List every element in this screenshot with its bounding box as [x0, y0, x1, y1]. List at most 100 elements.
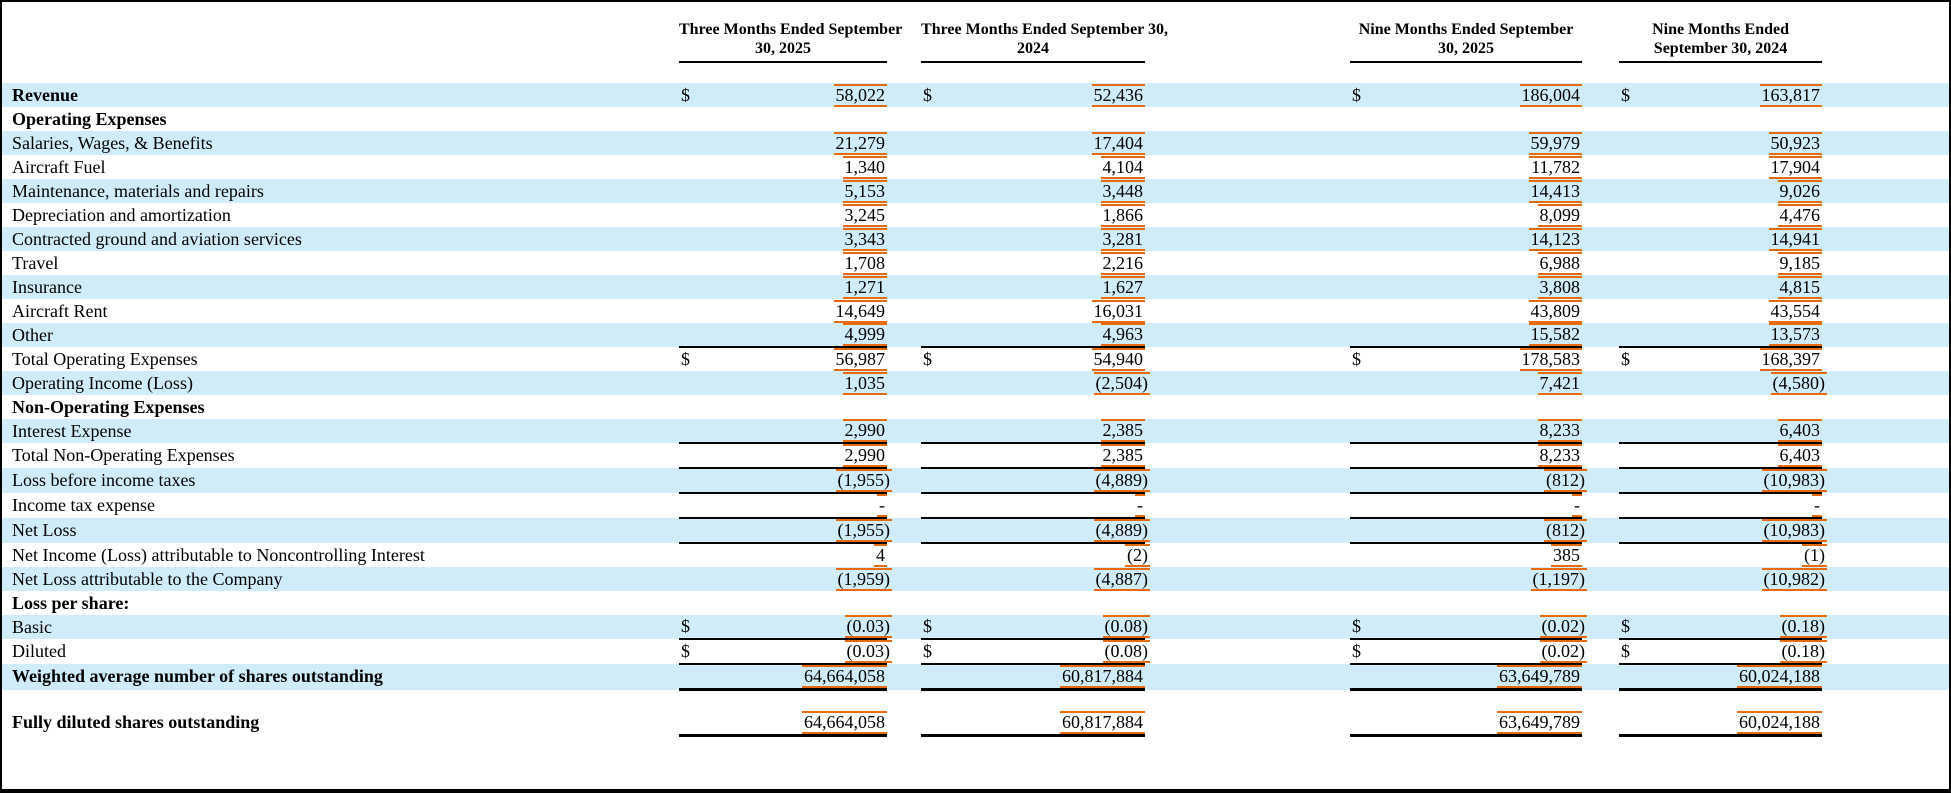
column-gap: [887, 107, 921, 131]
tagged-value: (0.03): [844, 615, 893, 638]
tagged-value: (0.08): [1102, 640, 1151, 663]
value-cell: 1,035: [723, 371, 888, 395]
table-row: Income tax expense - - - -: [2, 493, 1949, 519]
value-cell: (1,959): [723, 567, 893, 591]
dollar-sign-cell: [679, 591, 723, 615]
column-gap: [1582, 347, 1619, 371]
value-cell: (2): [965, 543, 1151, 567]
dollar-sign-cell: [1350, 179, 1394, 203]
column-gap: [887, 468, 921, 493]
right-margin: [1822, 493, 1949, 518]
row-label: Insurance: [12, 276, 82, 297]
column-gap: [1145, 83, 1350, 107]
row-label: Aircraft Fuel: [12, 156, 106, 177]
value-cell: 3,448: [965, 179, 1146, 203]
tagged-value: 50,923: [1768, 131, 1823, 155]
tagged-value: -: [1812, 494, 1823, 517]
dollar-sign-cell: [921, 443, 966, 469]
tagged-value: (1,955): [835, 519, 893, 542]
table-row: Loss before income taxes (1,955) (4,889) (8…: [2, 468, 1949, 494]
value-cell: 17,404: [965, 131, 1146, 155]
tagged-value: -: [1135, 494, 1146, 517]
period-header-line: 30, 2025: [1438, 40, 1495, 57]
dollar-sign-cell: $: [921, 346, 966, 371]
column-gap: [1145, 107, 1350, 131]
tagged-value: (1,197): [1530, 567, 1588, 591]
dollar-sign-cell: [679, 371, 723, 395]
value-cell: (4,887): [965, 567, 1151, 591]
column-gap: [887, 518, 921, 543]
dollar-sign-cell: [921, 299, 965, 323]
value-cell: (4,889): [965, 468, 1151, 494]
table-row: Contracted ground and aviation services 3…: [2, 227, 1949, 251]
column-gap: [887, 299, 921, 323]
value-cell: 3,281: [965, 227, 1146, 251]
period-header-line: Nine Months Ended: [1652, 21, 1789, 38]
value-cell: 21,279: [723, 131, 888, 155]
dollar-sign-cell: [921, 275, 965, 299]
value-cell: (812): [1394, 468, 1588, 494]
tagged-value: 7,421: [1537, 371, 1583, 395]
tagged-value: (0.18): [1779, 640, 1828, 663]
right-margin: [1822, 275, 1949, 299]
table-row: Travel 1,708 2,216 6,988 9,185: [2, 251, 1949, 275]
column-gap: [1582, 419, 1619, 443]
dollar-sign-cell: [921, 493, 966, 519]
tagged-value: 3,281: [1100, 227, 1146, 251]
row-label: Weighted average number of shares outsta…: [12, 666, 383, 687]
tagged-value: 60,024,188: [1737, 665, 1823, 688]
value-cell: [965, 395, 1145, 419]
row-label: Salaries, Wages, & Benefits: [12, 132, 213, 153]
right-margin: [1822, 395, 1949, 419]
row-label: Revenue: [12, 84, 78, 105]
right-margin: [1822, 347, 1949, 371]
value-cell: 4,963: [965, 323, 1146, 347]
period-header-nine-months-2025: Nine Months Ended September 30, 2025: [1350, 2, 1583, 63]
tagged-value: 1,035: [842, 371, 888, 395]
dollar-sign-cell: [921, 419, 966, 444]
tagged-value: (0.02): [1539, 640, 1588, 663]
dollar-sign-cell: [1350, 591, 1394, 615]
tagged-value: 4,999: [842, 323, 888, 346]
column-gap: [1145, 543, 1350, 567]
column-gap: [1145, 711, 1350, 736]
dollar-sign-cell: [679, 664, 723, 691]
value-cell: 11,782: [1394, 155, 1583, 179]
column-gap: [1582, 493, 1619, 518]
dollar-sign-cell: [1350, 493, 1395, 519]
column-gap: [1145, 155, 1350, 179]
value-cell: 43,554: [1663, 299, 1823, 323]
value-cell: -: [1663, 493, 1823, 519]
value-cell: 17,904: [1663, 155, 1823, 179]
value-cell: 168,397: [1663, 346, 1823, 371]
tagged-value: 63,649,789: [1497, 710, 1583, 734]
dollar-sign-cell: [921, 227, 965, 251]
table-row: Basic $ (0.03) $ (0.08) $ (0.02) $ (0.18): [2, 615, 1949, 640]
value-cell: 2,385: [965, 443, 1146, 469]
value-cell: 1,627: [965, 275, 1146, 299]
value-cell: 9,026: [1663, 179, 1823, 203]
value-cell: 60,817,884: [965, 710, 1146, 737]
value-cell: 14,649: [723, 299, 888, 323]
dollar-sign-cell: [921, 468, 966, 494]
table-row: Operating Income (Loss) 1,035 (2,504) 7,421…: [2, 371, 1949, 395]
dollar-sign-cell: [679, 518, 723, 544]
tagged-value: 3,343: [842, 227, 888, 251]
dollar-sign-cell: [1619, 155, 1663, 179]
table-row: Depreciation and amortization 3,245 1,866 8…: [2, 203, 1949, 227]
tagged-value: 1,866: [1100, 203, 1146, 227]
dollar-sign-cell: [921, 203, 965, 227]
column-gap: [1145, 275, 1350, 299]
tagged-value: 17,904: [1768, 155, 1823, 179]
column-gap: [1582, 107, 1619, 131]
column-gap: [1145, 419, 1350, 443]
tagged-value: 385: [1551, 544, 1583, 567]
value-cell: 4,104: [965, 155, 1146, 179]
value-cell: 2,385: [965, 419, 1146, 444]
column-gap: [887, 251, 921, 275]
column-gap: [1582, 591, 1619, 615]
value-cell: [1394, 395, 1582, 419]
value-cell: 64,664,058: [723, 664, 888, 691]
column-gap: [1582, 664, 1619, 690]
